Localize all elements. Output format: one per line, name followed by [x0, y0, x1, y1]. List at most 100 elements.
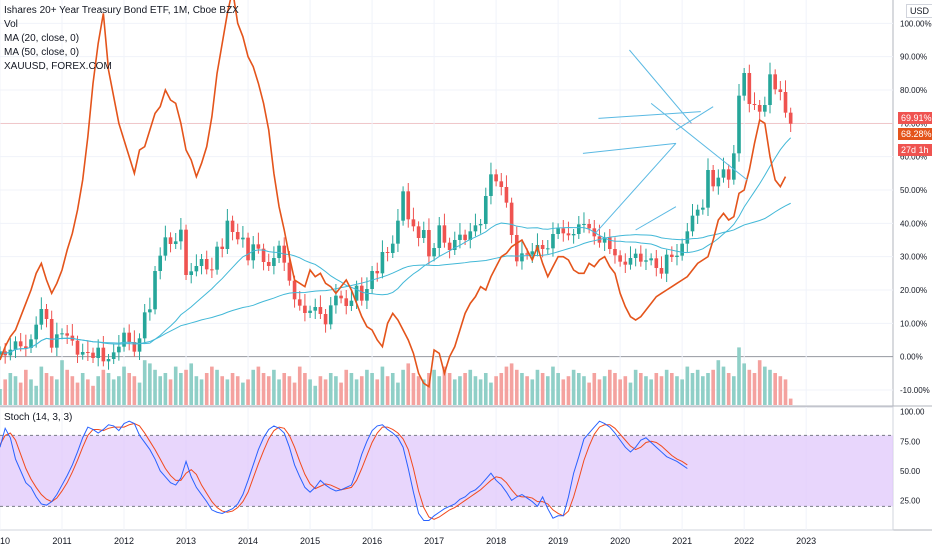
volume-bar	[70, 376, 75, 405]
volume-bar	[752, 373, 757, 405]
volume-bar	[732, 376, 736, 405]
candle-body	[659, 268, 664, 274]
x-tick-label: 2021	[672, 536, 692, 546]
stoch-legend[interactable]: Stoch (14, 3, 3)	[4, 412, 73, 423]
candle-body	[737, 95, 741, 154]
legend-volume[interactable]: Vol	[4, 19, 18, 30]
candle-body	[132, 342, 137, 352]
volume-bar	[571, 369, 576, 405]
volume-bar	[241, 382, 245, 405]
trend-line	[629, 49, 692, 124]
candle-body	[0, 351, 2, 355]
candle-body	[297, 299, 302, 306]
volume-bar	[416, 376, 421, 405]
volume-bar	[354, 379, 359, 405]
candle-body	[334, 295, 338, 306]
candle-body	[359, 285, 364, 301]
volume-bar	[483, 373, 488, 405]
volume-bar	[757, 360, 762, 405]
volume-bar	[406, 363, 411, 405]
volume-bar	[551, 366, 555, 405]
candle-body	[571, 234, 576, 236]
legend-compare[interactable]: XAUUSD, FOREX.COM	[4, 61, 112, 72]
candle-body	[721, 169, 726, 178]
candle-body	[354, 285, 359, 301]
volume-bar	[44, 373, 49, 405]
candle-body	[711, 170, 715, 187]
volume-bar	[716, 360, 721, 405]
stochastic-lines	[0, 420, 688, 522]
volume-bar	[706, 373, 710, 405]
candle-body	[241, 237, 245, 240]
candle-body	[86, 352, 90, 353]
candle-body	[256, 244, 261, 249]
volume-bar	[473, 376, 478, 405]
candle-body	[561, 228, 566, 234]
trend-lines[interactable]	[582, 49, 748, 234]
volume-bar	[256, 366, 261, 405]
volume-bar	[576, 373, 581, 405]
stoch-tick-label: 100.00	[900, 408, 925, 417]
price-axis[interactable]: 100.00%90.00%80.00%70.00%60.00%50.00%40.…	[900, 19, 932, 505]
trend-line	[582, 142, 677, 154]
candle-body	[478, 224, 483, 226]
candle-body	[752, 104, 757, 105]
volume-bar	[432, 369, 436, 405]
candle-body	[463, 234, 467, 240]
volume-bar	[323, 379, 328, 405]
price-candles	[0, 62, 793, 370]
candle-body	[349, 300, 354, 306]
candle-body	[613, 249, 617, 256]
candle-body	[607, 237, 612, 249]
candle-body	[380, 252, 385, 274]
y-tick-label: 60.00%	[900, 153, 927, 162]
volume-bar	[649, 379, 653, 405]
candle-body	[137, 338, 142, 352]
volume-bar	[137, 382, 142, 405]
candle-body	[566, 233, 571, 236]
time-axis[interactable]: 2010 2011 2012 2013 2014 2015 2016 2017 2018 2019…	[0, 536, 816, 546]
candle-body	[277, 245, 281, 258]
candle-body	[644, 260, 648, 262]
legend-symbol[interactable]: Ishares 20+ Year Treasury Bond ETF, 1M, …	[4, 5, 239, 16]
volume-bar	[664, 369, 669, 405]
candle-body	[670, 254, 674, 257]
candle-body	[184, 229, 188, 275]
x-tick-label: 2014	[238, 536, 258, 546]
volume-bar	[644, 376, 648, 405]
volume-bar	[437, 376, 442, 405]
candle-body	[308, 310, 312, 313]
volume-bar	[468, 369, 473, 405]
volume-bar	[3, 379, 7, 405]
x-tick-label: 2016	[362, 536, 382, 546]
candle-body	[654, 258, 659, 268]
volume-bar	[385, 376, 390, 405]
candle-body	[153, 271, 157, 310]
candle-body	[168, 237, 173, 244]
candle-body	[783, 92, 788, 113]
candle-body	[499, 181, 504, 187]
volume-bar	[55, 379, 59, 405]
candle-body	[473, 225, 478, 232]
candle-body	[525, 253, 529, 255]
volume-bar	[690, 373, 695, 405]
volume-bar	[230, 373, 235, 405]
legend-ma20[interactable]: MA (20, close, 0)	[4, 33, 80, 44]
volume-bar	[220, 376, 225, 405]
volume-bar	[106, 373, 111, 405]
candle-body	[757, 105, 762, 112]
legend-ma50[interactable]: MA (50, close, 0)	[4, 47, 80, 58]
candle-body	[742, 73, 746, 96]
volume-bar	[266, 376, 271, 405]
candle-body	[13, 341, 18, 350]
stoch-tick-label: 25.00	[900, 496, 921, 505]
candle-body	[318, 307, 323, 314]
y-tick-label: 20.00%	[900, 286, 927, 295]
volume-bar	[277, 379, 281, 405]
volume-bar	[210, 366, 214, 405]
volume-bar	[158, 376, 163, 405]
currency-unit-button[interactable]: USD	[906, 4, 932, 18]
candle-body	[39, 309, 44, 325]
volume-bar	[566, 376, 571, 405]
